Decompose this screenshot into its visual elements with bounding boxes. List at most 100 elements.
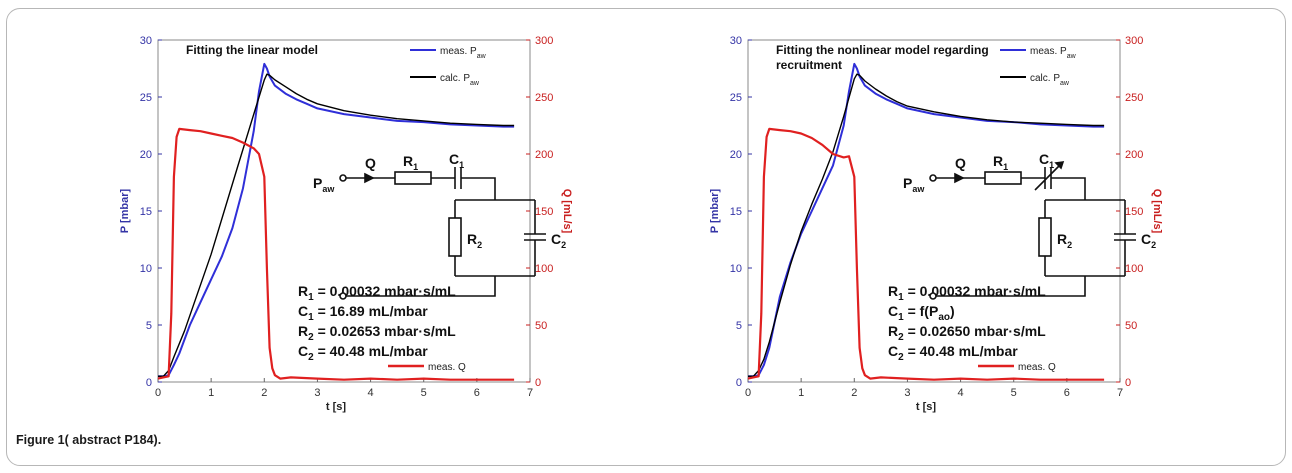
resistor-r2 bbox=[448, 217, 462, 257]
y-tick-label: 0 bbox=[146, 377, 152, 389]
parameter-annotation: R1 = 0.00032 mbar·s/mL bbox=[888, 283, 1046, 303]
parameter-annotation: R2 = 0.02650 mbar·s/mL bbox=[888, 323, 1046, 343]
x-tick-label: 5 bbox=[1011, 387, 1017, 399]
flow-arrow bbox=[954, 172, 965, 184]
circuit-label-c2: C2 bbox=[551, 231, 566, 250]
figure-caption: Figure 1( abstract P184). bbox=[16, 433, 162, 447]
y2-tick-label: 50 bbox=[1125, 320, 1137, 332]
y2-tick-label: 300 bbox=[1125, 35, 1143, 47]
x-tick-label: 4 bbox=[958, 387, 964, 399]
y-tick-label: 25 bbox=[730, 92, 742, 104]
circuit-terminal bbox=[339, 174, 347, 182]
y-tick-label: 15 bbox=[140, 206, 152, 218]
legend-entry: meas. Q bbox=[428, 362, 466, 373]
x-tick-label: 6 bbox=[1064, 387, 1070, 399]
series-line-1 bbox=[158, 73, 515, 377]
y2-tick-label: 50 bbox=[535, 320, 547, 332]
figure-frame bbox=[6, 8, 1286, 466]
circuit-label-c1: C1 bbox=[449, 151, 464, 170]
x-tick-label: 0 bbox=[155, 387, 161, 399]
chart-title: Fitting the linear model bbox=[186, 43, 318, 57]
series-line-2 bbox=[747, 127, 1105, 381]
x-tick-label: 5 bbox=[421, 387, 427, 399]
y2-axis-label: Q [mL/s] bbox=[561, 189, 573, 234]
y-tick-label: 20 bbox=[730, 149, 742, 161]
circuit-label-paw: Paw bbox=[313, 175, 335, 194]
y2-tick-label: 100 bbox=[1125, 263, 1143, 275]
parameter-annotation: C2 = 40.48 mL/mbar bbox=[888, 343, 1018, 363]
y2-tick-label: 100 bbox=[535, 263, 553, 275]
circuit-label-r2: R2 bbox=[1057, 231, 1072, 250]
y-tick-label: 10 bbox=[140, 263, 152, 275]
x-axis-label: t [s] bbox=[916, 401, 937, 413]
y-tick-label: 20 bbox=[140, 149, 152, 161]
circuit-label-r1: R1 bbox=[403, 153, 418, 172]
series-line-2 bbox=[157, 127, 515, 381]
legend-entry: meas. Paw bbox=[440, 46, 487, 60]
x-tick-label: 4 bbox=[368, 387, 374, 399]
legend-entry: calc. Paw bbox=[1030, 73, 1070, 87]
x-tick-label: 2 bbox=[851, 387, 857, 399]
circuit-label-c2: C2 bbox=[1141, 231, 1156, 250]
y-tick-label: 0 bbox=[736, 377, 742, 389]
resistor-r1 bbox=[984, 171, 1022, 185]
x-tick-label: 0 bbox=[745, 387, 751, 399]
y-tick-label: 5 bbox=[146, 320, 152, 332]
circuit-terminal bbox=[339, 292, 347, 300]
parameter-annotation: R1 = 0.00032 mbar·s/mL bbox=[298, 283, 456, 303]
legend-entry: meas. Paw bbox=[1030, 46, 1077, 60]
legend-entry: meas. Q bbox=[1018, 362, 1056, 373]
parameter-annotation: C1 = 16.89 mL/mbar bbox=[298, 303, 428, 323]
chart-right: 0 1 2 3 4 5 6 7051015202530050100150200250300t … bbox=[709, 35, 1163, 413]
variable-arrow bbox=[1034, 161, 1064, 191]
x-tick-label: 7 bbox=[527, 387, 533, 399]
circuit-label-r1: R1 bbox=[993, 153, 1008, 172]
chart-title: Fitting the nonlinear model regarding bbox=[776, 43, 989, 57]
x-tick-label: 2 bbox=[261, 387, 267, 399]
y-tick-label: 5 bbox=[736, 320, 742, 332]
circuit-label-c1: C1 bbox=[1039, 151, 1054, 170]
x-tick-label: 7 bbox=[1117, 387, 1123, 399]
circuit-terminal bbox=[929, 292, 937, 300]
x-tick-label: 6 bbox=[474, 387, 480, 399]
x-tick-label: 3 bbox=[904, 387, 910, 399]
x-tick-label: 3 bbox=[314, 387, 320, 399]
circuit-terminal bbox=[929, 174, 937, 182]
parameter-annotation: R2 = 0.02653 mbar·s/mL bbox=[298, 323, 456, 343]
circuit-label-paw: Paw bbox=[903, 175, 925, 194]
y-tick-label: 30 bbox=[140, 35, 152, 47]
y2-tick-label: 150 bbox=[1125, 206, 1143, 218]
chart-left: 0 1 2 3 4 5 6 7051015202530050100150200250300t … bbox=[119, 35, 573, 413]
y2-tick-label: 300 bbox=[535, 35, 553, 47]
y2-tick-label: 200 bbox=[535, 149, 553, 161]
legend-entry: calc. Paw bbox=[440, 73, 480, 87]
y-tick-label: 10 bbox=[730, 263, 742, 275]
circuit-label-q: Q bbox=[955, 155, 966, 171]
circuit-wire bbox=[936, 276, 1086, 297]
circuit-diagram bbox=[339, 167, 546, 300]
y-axis-label: P [mbar] bbox=[119, 188, 131, 233]
series-line-1 bbox=[748, 73, 1105, 377]
y-tick-label: 25 bbox=[140, 92, 152, 104]
flow-arrow bbox=[364, 172, 375, 184]
variable-arrow-head bbox=[1054, 161, 1065, 170]
y2-tick-label: 250 bbox=[535, 92, 553, 104]
parameter-annotation: C1 = f(Pao) bbox=[888, 303, 955, 323]
circuit-label-q: Q bbox=[365, 155, 376, 171]
x-tick-label: 1 bbox=[798, 387, 804, 399]
circuit-diagram bbox=[929, 161, 1136, 300]
y2-axis-label: Q [mL/s] bbox=[1151, 189, 1163, 234]
y-tick-label: 15 bbox=[730, 206, 742, 218]
y2-tick-label: 0 bbox=[1125, 377, 1131, 389]
y2-tick-label: 200 bbox=[1125, 149, 1143, 161]
resistor-r1 bbox=[394, 171, 432, 185]
y2-tick-label: 150 bbox=[535, 206, 553, 218]
y-tick-label: 30 bbox=[730, 35, 742, 47]
circuit-wire bbox=[346, 276, 496, 297]
chart-title: recruitment bbox=[776, 58, 842, 72]
y2-tick-label: 250 bbox=[1125, 92, 1143, 104]
parameter-annotation: C2 = 40.48 mL/mbar bbox=[298, 343, 428, 363]
resistor-r2 bbox=[1038, 217, 1052, 257]
y-axis-label: P [mbar] bbox=[709, 188, 721, 233]
series-line-0 bbox=[158, 62, 515, 378]
